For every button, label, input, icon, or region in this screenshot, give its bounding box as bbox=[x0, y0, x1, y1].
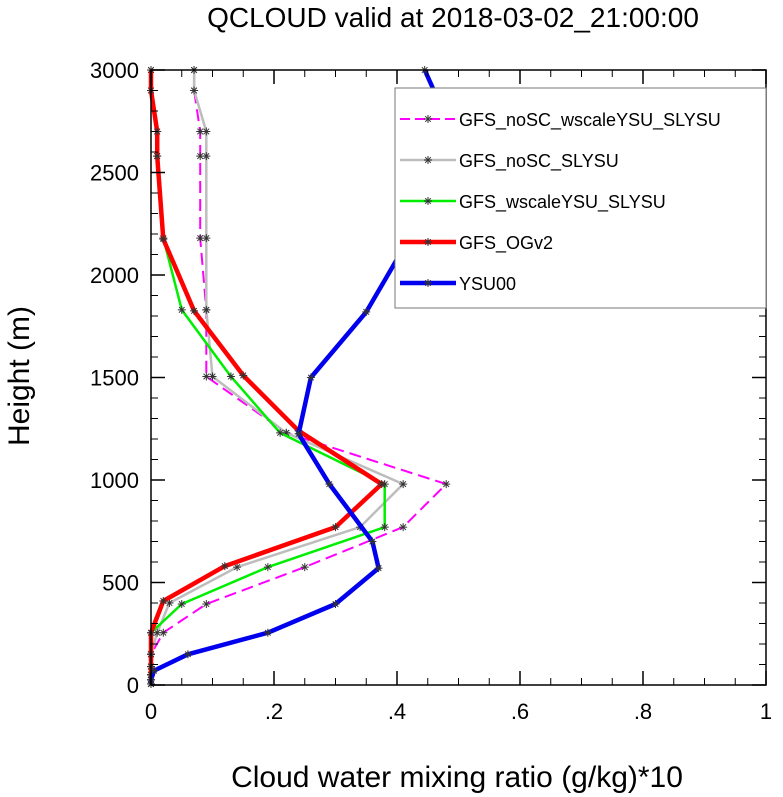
legend-label-3: GFS_OGv2 bbox=[459, 233, 553, 254]
x-axis-label: Cloud water mixing ratio (g/kg)*10 bbox=[231, 761, 683, 794]
series-3-point-11 bbox=[239, 371, 248, 380]
series-line-0 bbox=[150, 70, 448, 684]
legend-label-1: GFS_noSC_SLYSU bbox=[459, 151, 619, 172]
series-3-point-9 bbox=[377, 480, 386, 489]
series-0-point-6 bbox=[202, 600, 211, 609]
series-0-point-7 bbox=[300, 563, 309, 572]
series-1-point-7 bbox=[233, 563, 242, 572]
series-2-point-6 bbox=[177, 600, 186, 609]
legend-marker-2 bbox=[424, 197, 432, 205]
legend-marker-0 bbox=[424, 115, 432, 123]
y-tick-label-5: 2500 bbox=[90, 161, 139, 186]
series-0-point-15 bbox=[196, 127, 205, 136]
series-4-point-8 bbox=[325, 480, 334, 489]
legend-label-2: GFS_wscaleYSU_SLYSU bbox=[459, 192, 666, 213]
x-tick-label-0: 0 bbox=[145, 699, 157, 724]
legend-marker-4 bbox=[424, 279, 432, 287]
series-3-point-14 bbox=[153, 152, 162, 161]
series-4-point-11 bbox=[362, 307, 371, 316]
series-1-point-14 bbox=[202, 152, 211, 161]
y-tick-label-3: 1500 bbox=[90, 366, 139, 391]
legend: GFS_noSC_wscaleYSU_SLYSU GFS_noSC_SLYSU GF… bbox=[394, 87, 767, 309]
series-1-point-15 bbox=[202, 127, 211, 136]
series-3-point-12 bbox=[190, 306, 199, 315]
legend-label-0: GFS_noSC_wscaleYSU_SLYSU bbox=[459, 110, 721, 131]
y-tick-label-1: 500 bbox=[102, 571, 139, 596]
x-tick-label-3: .6 bbox=[511, 699, 529, 724]
y-tick-label-0: 0 bbox=[127, 673, 139, 698]
series-2-point-7 bbox=[263, 563, 272, 572]
series-2-point-12 bbox=[177, 305, 186, 314]
series-3-point-13 bbox=[159, 235, 168, 244]
series-0-point-9 bbox=[442, 480, 451, 489]
series-4-point-3 bbox=[183, 650, 192, 659]
series-1-point-16 bbox=[190, 86, 199, 95]
series-4-point-10 bbox=[306, 373, 315, 382]
y-axis-label: Height (m) bbox=[3, 306, 36, 446]
series-4-point-5 bbox=[331, 600, 340, 609]
series-0-point-8 bbox=[399, 523, 408, 532]
series-4-point-2 bbox=[150, 666, 159, 675]
series-1-point-11 bbox=[208, 372, 217, 381]
legend-box bbox=[394, 87, 767, 309]
series-2-point-11 bbox=[226, 372, 235, 381]
chart-title: QCLOUD valid at 2018-03-02_21:00:00 bbox=[207, 2, 699, 33]
series-1-point-9 bbox=[399, 480, 408, 489]
x-tick-label-4: .8 bbox=[634, 699, 652, 724]
series-0-point-5 bbox=[159, 628, 168, 637]
series-1-point-5 bbox=[153, 628, 162, 637]
series-2-point-8 bbox=[380, 523, 389, 532]
y-tick-label-6: 3000 bbox=[90, 58, 139, 83]
series-4-point-6 bbox=[374, 564, 383, 573]
series-3-point-7 bbox=[220, 562, 229, 571]
y-tick-label-4: 2000 bbox=[90, 263, 139, 288]
legend-marker-3 bbox=[424, 238, 432, 246]
series-4-point-7 bbox=[368, 537, 377, 546]
series-4-point-4 bbox=[263, 628, 272, 637]
series-4-point-9 bbox=[294, 429, 303, 438]
x-tick-label-5: 1 bbox=[760, 699, 772, 724]
series-line-1 bbox=[149, 70, 405, 684]
series-1-point-13 bbox=[202, 234, 211, 243]
x-tick-label-1: .2 bbox=[265, 699, 283, 724]
legend-marker-1 bbox=[424, 156, 432, 164]
y-tick-label-2: 1000 bbox=[90, 468, 139, 493]
x-tick-label-2: .4 bbox=[388, 699, 406, 724]
series-2-point-10 bbox=[276, 428, 285, 437]
legend-label-4: YSU00 bbox=[459, 274, 516, 294]
series-3-point-8 bbox=[331, 523, 340, 532]
series-3-point-6 bbox=[159, 596, 168, 605]
series-1-point-12 bbox=[202, 305, 211, 314]
